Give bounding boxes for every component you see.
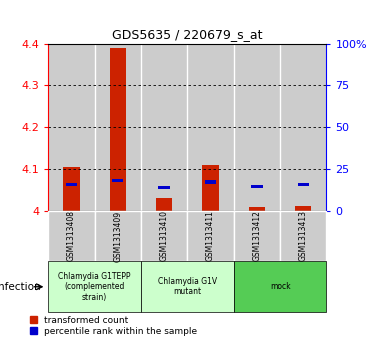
Bar (141, 44, 187, 211)
Bar (48, 44, 95, 211)
Bar (66, 183, 77, 186)
Bar (251, 185, 263, 188)
Bar (280, 44, 326, 211)
Text: Chlamydia G1V
mutant: Chlamydia G1V mutant (158, 277, 217, 297)
Text: GSM1313413: GSM1313413 (299, 211, 308, 261)
Bar (298, 183, 309, 186)
Text: GSM1313408: GSM1313408 (67, 211, 76, 261)
Text: mock: mock (270, 282, 290, 291)
Bar (203, 166, 219, 211)
Text: Chlamydia G1TEPP
(complemented
strain): Chlamydia G1TEPP (complemented strain) (58, 272, 131, 302)
Title: GDS5635 / 220679_s_at: GDS5635 / 220679_s_at (112, 28, 263, 41)
Text: GSM1313409: GSM1313409 (113, 211, 122, 261)
Text: GSM1313410: GSM1313410 (160, 211, 169, 261)
Bar (205, 180, 216, 184)
Bar (158, 186, 170, 189)
Bar (95, 44, 141, 211)
Bar (187, 44, 234, 211)
Text: GSM1313412: GSM1313412 (252, 211, 262, 261)
Bar (110, 48, 126, 211)
Bar (63, 167, 79, 211)
Text: infection: infection (0, 282, 41, 292)
Bar (234, 44, 280, 211)
Bar (249, 207, 265, 211)
Bar (156, 198, 172, 211)
Legend: transformed count, percentile rank within the sample: transformed count, percentile rank withi… (30, 316, 197, 336)
Bar (295, 207, 311, 211)
Text: GSM1313411: GSM1313411 (206, 211, 215, 261)
Bar (112, 179, 124, 182)
